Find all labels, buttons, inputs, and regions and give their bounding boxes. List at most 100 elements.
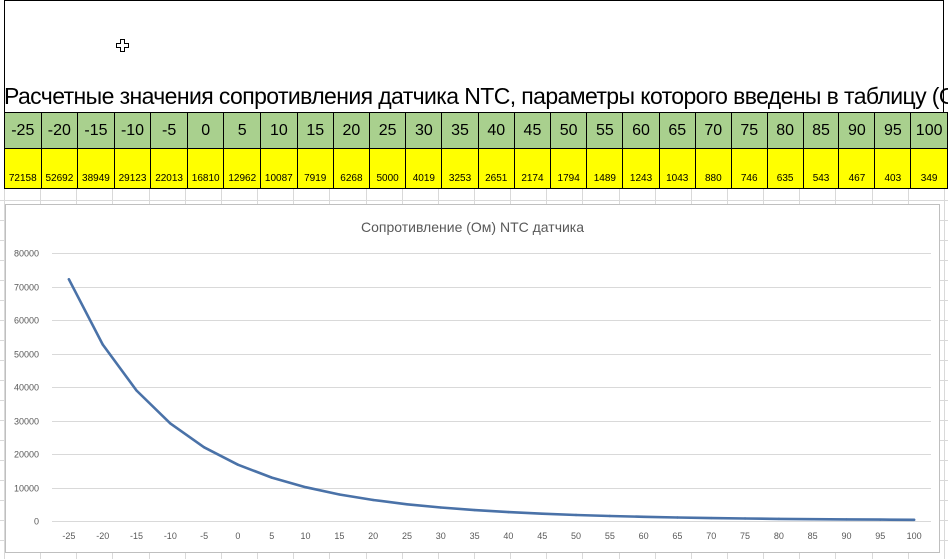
resistance-cell[interactable]: 746 [730, 148, 768, 189]
resistance-cell[interactable]: 7919 [296, 148, 334, 189]
resistance-cell[interactable]: 2651 [477, 148, 515, 189]
temperature-cell[interactable]: 55 [586, 112, 624, 149]
y-tick-label: 40000 [14, 383, 39, 393]
resistance-cell[interactable]: 1043 [658, 148, 696, 189]
resistance-cell[interactable]: 10087 [260, 148, 298, 189]
data-point [507, 510, 510, 514]
data-point [676, 516, 679, 519]
resistance-cell[interactable]: 403 [874, 148, 912, 189]
resistance-cell[interactable]: 6268 [332, 148, 371, 189]
resistance-cell[interactable]: 880 [694, 148, 732, 189]
resistance-cell[interactable]: 4019 [405, 148, 443, 189]
y-tick-label: 30000 [14, 417, 39, 427]
data-point [236, 463, 240, 466]
temperature-cell[interactable]: 75 [730, 112, 768, 149]
temperature-cell[interactable]: 20 [332, 112, 371, 149]
temperature-cell[interactable]: 90 [838, 112, 876, 149]
x-tick-label: 60 [639, 531, 649, 541]
data-point [135, 389, 138, 392]
temperature-cell[interactable]: 35 [441, 112, 479, 149]
data-point [879, 518, 882, 521]
x-tick-label: 80 [774, 531, 784, 541]
resistance-cell[interactable]: 29123 [113, 148, 152, 189]
x-tick-label: 35 [470, 531, 480, 541]
y-tick-label: 20000 [14, 450, 39, 460]
temperature-cell[interactable]: 45 [513, 112, 552, 149]
resistance-cell[interactable]: 52692 [40, 148, 79, 189]
resistance-cell[interactable]: 635 [766, 148, 804, 189]
data-point [202, 446, 206, 449]
x-tick-label: 30 [436, 531, 446, 541]
x-tick-label: -5 [200, 531, 208, 541]
resistance-cell[interactable]: 543 [802, 148, 840, 189]
temperature-cell[interactable]: 25 [369, 112, 407, 149]
resistance-cell[interactable]: 1489 [586, 148, 624, 189]
temperature-cell[interactable]: -25 [4, 112, 42, 149]
temperature-cell[interactable]: 15 [296, 112, 334, 149]
x-tick-label: 65 [672, 531, 682, 541]
x-tick-label: 15 [334, 531, 344, 541]
data-point [743, 517, 747, 520]
temperature-cell[interactable]: 95 [874, 112, 912, 149]
resistance-chart[interactable]: Сопротивление (Ом) NTC датчика 0 10000 2000… [5, 204, 940, 553]
y-tick-label: 60000 [14, 316, 39, 326]
y-tick-label: 80000 [14, 249, 39, 259]
resistance-cell[interactable]: 3253 [441, 148, 479, 189]
temperature-row: -25 -20 -15 -10 -5 0 5 10 15 20 25 30 35 40 45 50 55 60 65… [4, 112, 948, 149]
temperature-cell[interactable]: -20 [40, 112, 79, 149]
x-tick-label: 100 [907, 531, 922, 541]
data-point [541, 512, 544, 515]
temperature-cell[interactable]: 10 [260, 112, 298, 149]
y-tick-label: 0 [34, 517, 39, 527]
temperature-cell[interactable]: -5 [150, 112, 188, 149]
temperature-cell[interactable]: 100 [910, 112, 948, 149]
x-tick-label: 0 [235, 531, 240, 541]
data-point [642, 515, 645, 519]
resistance-cell[interactable]: 38949 [77, 148, 115, 189]
temperature-cell[interactable]: 60 [622, 112, 660, 149]
temperature-cell[interactable]: -15 [77, 112, 115, 149]
title-area [4, 0, 944, 112]
x-tick-label: 50 [571, 531, 581, 541]
x-tick-label: 70 [706, 531, 716, 541]
x-tick-label: 55 [605, 531, 615, 541]
resistance-cell[interactable]: 1243 [622, 148, 660, 189]
x-tick-label: 75 [740, 531, 750, 541]
x-tick-label: 10 [301, 531, 311, 541]
resistance-cell[interactable]: 72158 [4, 148, 42, 189]
x-tick-label: 5 [269, 531, 274, 541]
x-tick-label: -15 [130, 531, 143, 541]
resistance-cell[interactable]: 12962 [223, 148, 262, 189]
data-point [338, 493, 341, 496]
resistance-cell[interactable]: 16810 [186, 148, 225, 189]
temperature-cell[interactable]: 70 [694, 112, 732, 149]
resistance-cell[interactable]: 2174 [513, 148, 552, 189]
title-area-top-border [4, 0, 944, 1]
x-tick-label: 90 [841, 531, 851, 541]
data-point [710, 516, 713, 520]
temperature-cell[interactable]: 40 [477, 112, 515, 149]
resistance-cell[interactable]: 467 [838, 148, 876, 189]
temperature-cell[interactable]: 80 [766, 112, 804, 149]
temperature-cell[interactable]: 30 [405, 112, 443, 149]
temperature-cell[interactable]: 85 [802, 112, 840, 149]
data-point [371, 498, 375, 502]
resistance-cell[interactable]: 349 [910, 148, 948, 189]
data-point [574, 513, 578, 517]
data-point [270, 476, 273, 479]
resistance-cell[interactable]: 22013 [150, 148, 188, 189]
x-tick-label: 25 [402, 531, 412, 541]
y-tick-label: 70000 [14, 283, 39, 293]
temperature-cell[interactable]: 65 [658, 112, 696, 149]
temperature-cell[interactable]: -10 [113, 112, 152, 149]
x-tick-label: 45 [537, 531, 547, 541]
resistance-cell[interactable]: 1794 [550, 148, 588, 189]
temperature-cell[interactable]: 50 [550, 112, 588, 149]
data-point [67, 278, 71, 281]
temperature-cell[interactable]: 5 [223, 112, 262, 149]
resistance-cell[interactable]: 5000 [369, 148, 407, 189]
temperature-cell[interactable]: 0 [186, 112, 225, 149]
x-tick-label: -25 [62, 531, 75, 541]
data-point [777, 517, 781, 521]
cell-select-cursor-icon [116, 39, 129, 52]
